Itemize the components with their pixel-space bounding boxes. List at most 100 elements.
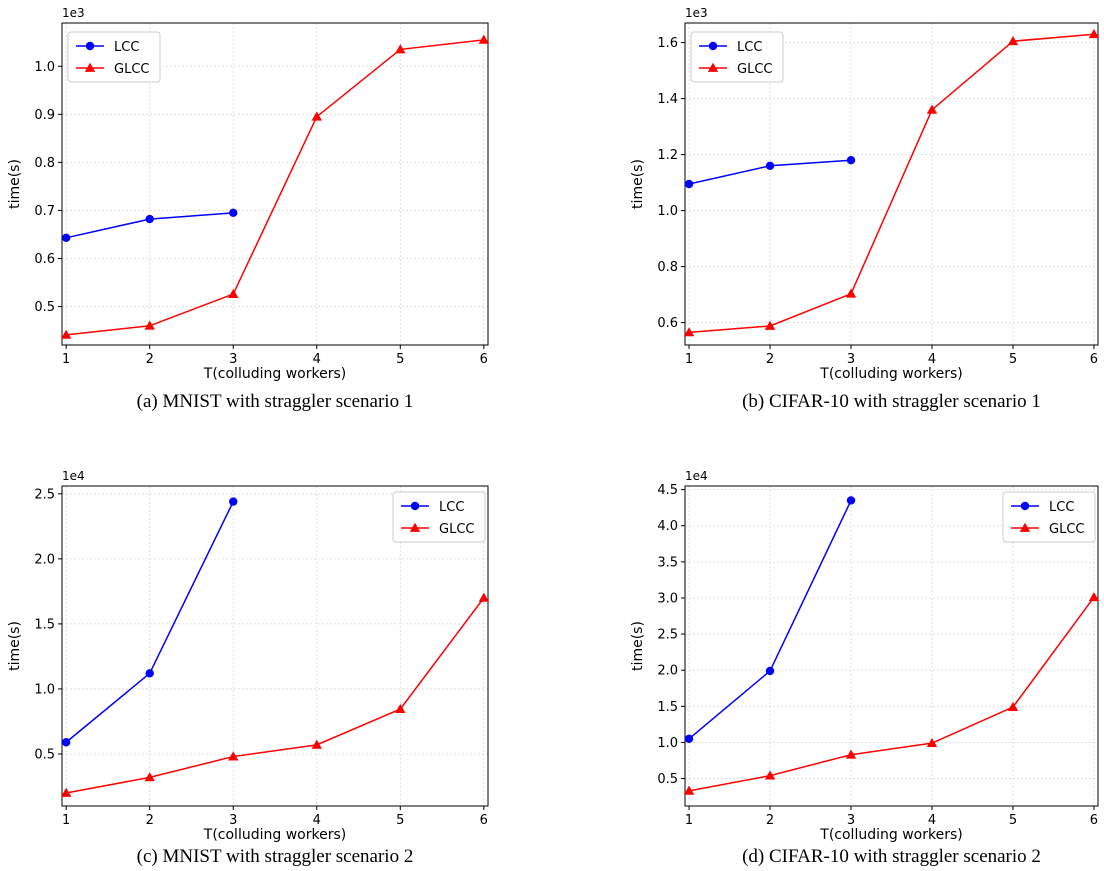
x-tick-label: 6 [480, 352, 488, 367]
y-multiplier-label: 1e3 [62, 6, 85, 20]
data-point [845, 749, 857, 759]
y-axis-label: time(s) [7, 621, 23, 671]
y-tick-label: 2.5 [34, 487, 55, 502]
data-point [1088, 592, 1100, 602]
x-tick-label: 6 [480, 813, 488, 828]
y-tick-label: 3.5 [657, 555, 678, 570]
legend-entry: GLCC [737, 62, 772, 77]
x-tick-label: 1 [62, 813, 70, 828]
data-point [926, 104, 938, 114]
data-point [478, 34, 490, 44]
y-tick-label: 4.0 [657, 519, 678, 534]
data-point [61, 738, 71, 747]
data-point [846, 496, 856, 505]
y-tick-label: 1.0 [34, 60, 55, 75]
legend-entry: LCC [1049, 500, 1074, 515]
x-tick-label: 2 [766, 813, 774, 828]
legend-marker [708, 41, 718, 51]
y-tick-label: 0.9 [34, 108, 55, 123]
y-multiplier-label: 1e3 [685, 6, 708, 20]
legend-marker [410, 501, 420, 511]
y-tick-label: 1.4 [657, 92, 678, 107]
y-tick-label: 0.7 [34, 204, 55, 219]
data-point [926, 737, 938, 748]
y-multiplier-label: 1e4 [685, 469, 708, 483]
x-tick-label: 2 [766, 352, 774, 367]
legend-entry: GLCC [1049, 522, 1084, 537]
x-tick-label: 3 [847, 813, 855, 828]
legend-marker [1020, 501, 1030, 511]
data-point [311, 739, 322, 749]
x-tick-label: 4 [313, 352, 321, 367]
data-point [60, 329, 72, 339]
y-tick-label: 2.5 [657, 628, 678, 643]
data-point [764, 320, 776, 330]
y-axis-label: time(s) [630, 159, 646, 209]
figure-caption: (a) MNIST with straggler scenario 1 [137, 391, 414, 412]
data-point [684, 734, 694, 744]
figure-caption: (b) CIFAR-10 with straggler scenario 1 [742, 391, 1041, 412]
y-multiplier-label: 1e4 [62, 469, 85, 483]
y-tick-label: 1.5 [34, 617, 55, 632]
series-glcc [60, 592, 490, 797]
legend-marker [84, 62, 96, 72]
legend: LCC GLCC [690, 31, 784, 83]
data-point [145, 214, 154, 224]
series-glcc [683, 592, 1100, 795]
plot-frame [61, 22, 489, 346]
x-axis-label: T(colluding workers) [203, 366, 346, 382]
data-point [845, 288, 857, 298]
data-point [764, 770, 776, 780]
x-tick-label: 2 [146, 813, 154, 828]
data-point [228, 288, 239, 298]
legend-marker [1019, 522, 1031, 532]
chart-panel-4: 1 2 3 4 5 6 0.5 1.0 1.5 2.0 2.5 3.0 3.5 4.0 4.5 1e4 T(co… [630, 469, 1100, 867]
y-tick-label: 0.6 [657, 316, 678, 331]
data-point [683, 327, 695, 337]
series-glcc [683, 29, 1100, 337]
x-tick-label: 3 [229, 813, 237, 828]
data-point [145, 669, 154, 678]
legend-entry: LCC [439, 500, 464, 515]
y-tick-label: 0.5 [34, 747, 55, 762]
x-axis-label: T(colluding workers) [203, 827, 346, 843]
y-tick-label: 0.5 [657, 772, 678, 787]
series-lcc [684, 496, 856, 744]
legend-entry: GLCC [114, 62, 149, 77]
data-point [1088, 29, 1100, 39]
y-tick-label: 3.0 [657, 591, 678, 606]
x-tick-label: 6 [1090, 813, 1098, 828]
data-point [846, 156, 856, 165]
data-point [1007, 701, 1019, 711]
legend-entry: GLCC [439, 522, 474, 537]
data-point [229, 497, 238, 506]
x-tick-label: 1 [62, 352, 70, 367]
data-point [228, 751, 239, 761]
x-tick-label: 5 [1009, 813, 1017, 828]
y-tick-label: 1.0 [34, 682, 55, 697]
data-point [765, 161, 775, 170]
y-tick-label: 1.2 [657, 148, 678, 163]
x-tick-label: 5 [396, 352, 404, 367]
data-point [60, 787, 72, 797]
data-point [478, 592, 490, 602]
series-glcc [60, 34, 490, 339]
x-axis-label: T(colluding workers) [819, 366, 962, 382]
x-tick-label: 2 [146, 352, 154, 367]
y-tick-label: 0.6 [34, 252, 55, 267]
data-point [144, 772, 155, 782]
data-point [1007, 36, 1019, 46]
x-axis-label: T(colluding workers) [819, 827, 962, 843]
y-tick-label: 0.8 [657, 260, 678, 275]
series-lcc [684, 156, 856, 189]
y-tick-label: 0.5 [34, 300, 55, 315]
series-line [688, 33, 1095, 334]
data-point [684, 179, 694, 189]
plot-frame [61, 485, 489, 807]
x-tick-label: 4 [928, 813, 936, 828]
legend: LCC GLCC [67, 31, 161, 83]
legend-entry: LCC [114, 40, 139, 55]
x-tick-label: 1 [685, 352, 693, 367]
legend-marker [707, 62, 719, 72]
legend: LCC GLCC [1002, 491, 1096, 543]
